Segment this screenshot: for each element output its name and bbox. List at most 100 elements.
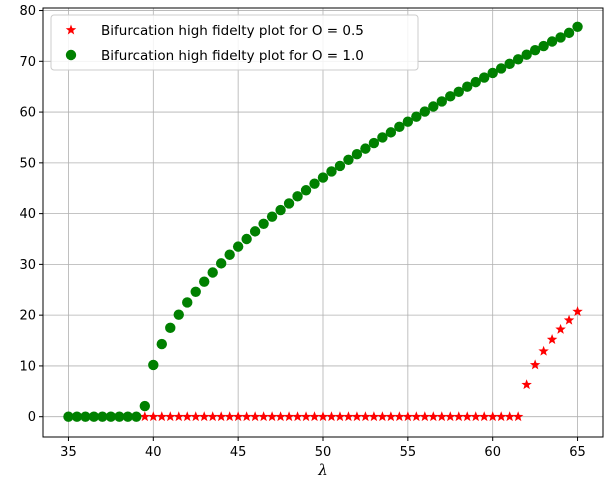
data-point bbox=[445, 91, 456, 102]
x-tick-label: 55 bbox=[400, 445, 417, 460]
data-point bbox=[266, 211, 278, 222]
data-point bbox=[292, 411, 303, 422]
data-point bbox=[572, 21, 583, 32]
y-tick-label: 0 bbox=[28, 410, 36, 425]
data-point bbox=[555, 32, 566, 43]
data-point bbox=[266, 411, 278, 422]
data-point bbox=[241, 233, 252, 245]
data-point bbox=[470, 76, 481, 88]
data-point bbox=[241, 411, 252, 422]
data-point bbox=[351, 149, 363, 160]
data-point bbox=[419, 411, 431, 422]
data-point bbox=[207, 411, 218, 422]
data-point bbox=[436, 411, 448, 422]
data-point bbox=[165, 322, 176, 334]
data-point bbox=[71, 411, 83, 422]
data-point bbox=[377, 132, 388, 143]
data-point bbox=[538, 345, 549, 356]
data-point bbox=[487, 67, 498, 79]
data-point bbox=[249, 411, 261, 422]
data-point bbox=[139, 400, 151, 412]
data-point bbox=[63, 411, 74, 422]
data-point bbox=[249, 226, 261, 237]
data-point bbox=[368, 411, 380, 422]
grid bbox=[43, 8, 603, 437]
data-point bbox=[309, 411, 320, 422]
data-point bbox=[190, 286, 201, 297]
data-point bbox=[300, 411, 312, 422]
data-point bbox=[360, 143, 371, 154]
data-point bbox=[88, 411, 100, 422]
y-tick-label: 10 bbox=[19, 359, 36, 374]
legend-label-o05: Bifurcation high fidelty plot for O = 0.… bbox=[101, 23, 364, 39]
data-point bbox=[97, 411, 108, 422]
data-point bbox=[190, 411, 201, 422]
x-tick-label: 50 bbox=[315, 445, 332, 460]
data-point bbox=[521, 49, 532, 60]
data-point bbox=[546, 334, 558, 344]
data-point bbox=[232, 411, 244, 422]
data-point bbox=[165, 411, 176, 422]
data-point bbox=[173, 411, 184, 422]
data-point bbox=[317, 411, 329, 422]
data-point bbox=[495, 63, 507, 74]
y-tick-label: 60 bbox=[19, 106, 36, 121]
data-point bbox=[394, 411, 405, 422]
data-point bbox=[368, 137, 380, 149]
x-axis-label: λ bbox=[317, 461, 328, 479]
data-point bbox=[394, 121, 405, 132]
data-point bbox=[504, 58, 515, 70]
legend-entry-o10: Bifurcation high fidelty plot for O = 1.… bbox=[65, 48, 364, 64]
data-point bbox=[156, 411, 168, 422]
data-point bbox=[182, 411, 193, 422]
data-point bbox=[462, 81, 473, 92]
data-point bbox=[428, 411, 439, 422]
data-point bbox=[198, 411, 210, 422]
data-point bbox=[512, 54, 524, 65]
y-tick-label: 30 bbox=[19, 258, 36, 273]
legend-star-marker bbox=[65, 24, 77, 35]
data-point bbox=[436, 96, 447, 107]
data-point bbox=[275, 411, 286, 422]
data-point bbox=[182, 297, 193, 308]
data-point bbox=[479, 72, 490, 83]
data-point bbox=[402, 116, 414, 127]
data-point bbox=[453, 411, 464, 422]
legend-entry-o05: Bifurcation high fidelty plot for O = 0.… bbox=[65, 23, 364, 39]
data-point bbox=[317, 172, 329, 183]
y-tick-label: 20 bbox=[19, 309, 36, 324]
x-tick-label: 40 bbox=[145, 445, 162, 460]
data-point bbox=[487, 411, 498, 422]
data-point bbox=[283, 411, 295, 422]
y-tick-label: 80 bbox=[19, 4, 36, 19]
data-point bbox=[215, 411, 227, 422]
data-point bbox=[377, 411, 388, 422]
data-point bbox=[292, 191, 303, 202]
data-point bbox=[258, 411, 269, 422]
data-point bbox=[563, 27, 575, 39]
data-point bbox=[495, 411, 507, 422]
data-point bbox=[300, 185, 312, 196]
series-1 bbox=[63, 21, 583, 422]
plot-frame bbox=[42, 7, 604, 438]
legend-box bbox=[50, 14, 419, 71]
series-0 bbox=[139, 306, 583, 422]
y-tick-label: 70 bbox=[19, 55, 36, 70]
data-point bbox=[326, 411, 337, 422]
data-point bbox=[309, 178, 320, 189]
data-point bbox=[343, 411, 354, 422]
data-point bbox=[199, 276, 210, 287]
data-point bbox=[504, 411, 515, 422]
data-point bbox=[114, 411, 125, 422]
data-point bbox=[470, 411, 481, 422]
x-tick-label: 60 bbox=[484, 445, 501, 460]
data-point bbox=[334, 411, 346, 422]
data-point bbox=[360, 411, 371, 422]
y-tick-label: 50 bbox=[19, 156, 36, 171]
data-point bbox=[148, 359, 159, 371]
data-point bbox=[156, 338, 167, 350]
x-tick-label: 65 bbox=[569, 445, 586, 460]
data-point bbox=[139, 411, 151, 422]
data-point bbox=[80, 411, 91, 422]
